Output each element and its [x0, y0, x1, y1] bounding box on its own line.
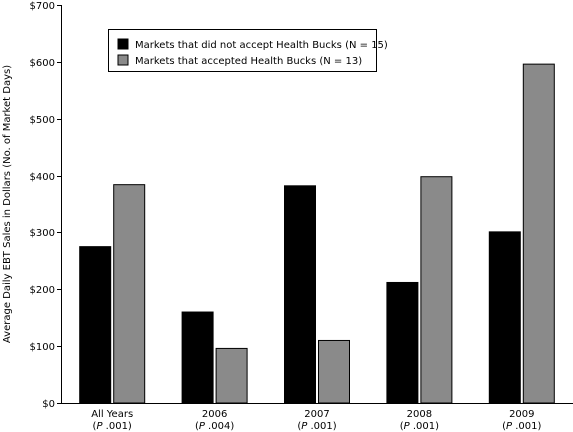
x-tick-sublabel: (P .001)	[297, 421, 336, 432]
x-tick-label: 2007	[304, 409, 329, 420]
x-axis: All Years(P .001)2006(P .004)2007(P .001…	[61, 403, 573, 432]
bar-not-accepted	[79, 246, 112, 404]
y-tick-label: $300	[30, 228, 55, 239]
y-tick-label: $700	[30, 1, 55, 12]
bar-accepted	[420, 176, 453, 404]
y-tick-label: $500	[30, 115, 55, 126]
legend-box	[108, 29, 377, 72]
y-tick-label: $400	[30, 172, 55, 183]
x-tick-sublabel: (P .004)	[195, 421, 234, 432]
bar-accepted	[215, 347, 248, 404]
bar-not-accepted	[284, 185, 316, 404]
x-tick-sublabel: (P .001)	[93, 421, 132, 432]
bar-accepted	[318, 339, 350, 404]
bar-accepted	[113, 184, 146, 404]
legend-swatch	[117, 54, 129, 66]
y-tick-label: $200	[30, 285, 55, 296]
x-tick-label: All Years	[91, 409, 133, 420]
legend: Markets that did not accept Health Bucks…	[108, 29, 388, 72]
legend-label: Markets that did not accept Health Bucks…	[135, 40, 388, 51]
bars	[79, 63, 555, 404]
y-tick-label: $0	[42, 399, 55, 410]
x-tick-label: 2009	[509, 409, 534, 420]
x-tick-label: 2006	[202, 409, 227, 420]
x-tick-sublabel: (P .001)	[400, 421, 439, 432]
legend-swatch	[117, 38, 129, 50]
y-axis: $0 $100 $200 $300 $400 $500 $600 $700	[30, 1, 62, 410]
bar-accepted	[522, 63, 555, 404]
x-tick-label: 2008	[407, 409, 432, 420]
y-tick-label: $100	[30, 342, 55, 353]
y-axis-title: Average Daily EBT Sales in Dollars (No. …	[2, 65, 13, 343]
y-tick-label: $600	[30, 58, 55, 69]
bar-not-accepted	[488, 231, 521, 404]
legend-label: Markets that accepted Health Bucks (N = …	[135, 56, 362, 67]
x-tick-sublabel: (P .001)	[502, 421, 541, 432]
bar-not-accepted	[386, 281, 419, 404]
bar-not-accepted	[181, 311, 214, 404]
